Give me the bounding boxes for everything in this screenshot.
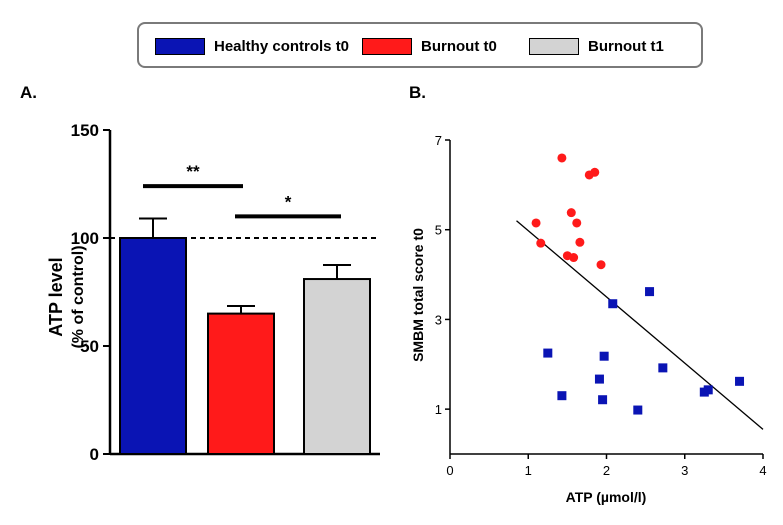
regression-line — [516, 220, 764, 430]
bar-y-tick-label: 150 — [71, 121, 99, 140]
scatter-point-control — [645, 287, 655, 297]
scatter-point-burnout — [590, 167, 600, 177]
panel-label-a: A. — [20, 83, 37, 102]
scatter-x-tick-label: 2 — [603, 463, 610, 478]
scatter-point-burnout — [596, 260, 606, 270]
panel-label-b: B. — [409, 83, 426, 102]
scatter-chart-panel: B. SMBM total score t0 ATP (µmol/l) 0 1 2 3… — [409, 83, 767, 505]
scatter-x-axis-label: ATP (µmol/l) — [566, 489, 647, 505]
scatter-x-tick-label: 0 — [446, 463, 453, 478]
legend-item-healthy-controls: Healthy controls t0 — [155, 36, 349, 56]
legend-swatch-red — [362, 37, 412, 55]
scatter-point-control — [658, 363, 668, 373]
scatter-y-tick-label: 1 — [435, 402, 442, 417]
scatter-point-burnout — [566, 208, 576, 218]
scatter-point-burnout — [572, 218, 582, 228]
scatter-point-control — [699, 387, 709, 397]
scatter-point-control — [557, 391, 567, 401]
scatter-x-tick-label: 4 — [759, 463, 766, 478]
bar-y-tick-label: 100 — [71, 229, 99, 248]
legend-swatch-gray — [529, 37, 579, 55]
significance-label: * — [285, 192, 292, 211]
legend-box: Healthy controls t0 Burnout t0 Burnout t… — [137, 22, 703, 68]
scatter-point-control — [598, 395, 608, 405]
scatter-y-axis-label: SMBM total score t0 — [410, 228, 426, 362]
scatter-point-burnout — [575, 237, 585, 247]
scatter-point-burnout — [569, 253, 579, 263]
scatter-point-control — [608, 299, 618, 309]
bar-y-tick-label: 0 — [90, 445, 99, 464]
legend-item-burnout-t1: Burnout t1 — [529, 36, 664, 56]
scatter-point-control — [633, 405, 643, 415]
scatter-x-tick-label: 1 — [525, 463, 532, 478]
scatter-point-burnout — [536, 238, 546, 248]
bar — [207, 312, 275, 455]
scatter-point-burnout — [531, 218, 541, 228]
legend-label: Healthy controls t0 — [214, 37, 350, 55]
bar-y-axis-label: ATP level — [46, 257, 66, 336]
scatter-point-control — [599, 351, 609, 361]
significance-label: ** — [186, 162, 200, 181]
scatter-x-tick-label: 3 — [681, 463, 688, 478]
legend-label: Burnout t0 — [421, 37, 497, 55]
bar — [119, 237, 187, 455]
legend-item-burnout-t0: Burnout t0 — [362, 36, 497, 56]
scatter-point-burnout — [557, 153, 567, 163]
scatter-point-control — [594, 374, 604, 384]
scatter-point-control — [735, 376, 745, 386]
bar-y-tick-label: 50 — [80, 337, 99, 356]
legend-label: Burnout t1 — [588, 37, 664, 55]
legend-swatch-blue — [155, 37, 205, 55]
scatter-point-control — [543, 348, 553, 358]
bar-y-axis-label-unit: (% of control) — [70, 245, 87, 348]
bar — [303, 278, 371, 456]
scatter-y-tick-label: 5 — [435, 223, 442, 238]
scatter-y-tick-label: 3 — [435, 312, 442, 327]
scatter-y-tick-label: 7 — [435, 133, 442, 148]
